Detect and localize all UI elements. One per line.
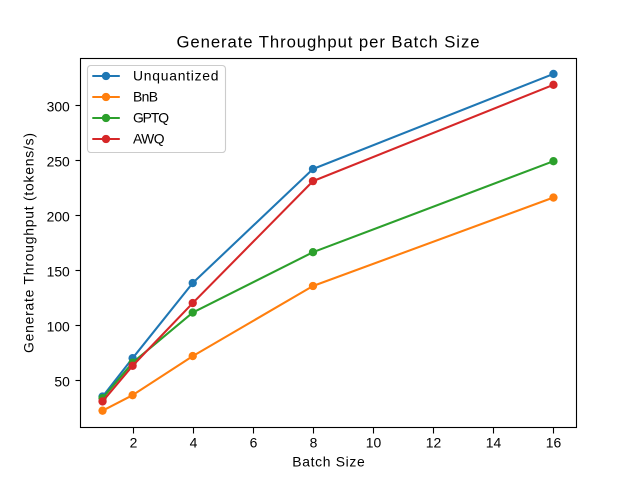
svg-text:14: 14 — [486, 435, 502, 451]
svg-text:10: 10 — [366, 435, 382, 451]
svg-text:Generate Throughput (tokens/s): Generate Throughput (tokens/s) — [21, 133, 37, 353]
svg-text:300: 300 — [47, 98, 70, 114]
svg-text:GPTQ: GPTQ — [133, 110, 169, 126]
svg-text:16: 16 — [546, 435, 562, 451]
svg-text:250: 250 — [47, 153, 70, 169]
svg-text:8: 8 — [310, 435, 318, 451]
svg-text:AWQ: AWQ — [133, 131, 165, 147]
svg-text:100: 100 — [47, 318, 70, 334]
svg-text:Generate Throughput per Batch: Generate Throughput per Batch Size — [177, 33, 480, 52]
svg-text:BnB: BnB — [133, 89, 158, 105]
svg-text:Unquantized: Unquantized — [133, 68, 219, 84]
svg-text:6: 6 — [250, 435, 258, 451]
svg-text:12: 12 — [426, 435, 442, 451]
svg-text:50: 50 — [54, 373, 70, 389]
svg-text:4: 4 — [190, 435, 198, 451]
svg-text:Batch Size: Batch Size — [292, 453, 365, 469]
svg-text:150: 150 — [47, 263, 70, 279]
svg-text:2: 2 — [130, 435, 138, 451]
svg-text:200: 200 — [47, 208, 70, 224]
